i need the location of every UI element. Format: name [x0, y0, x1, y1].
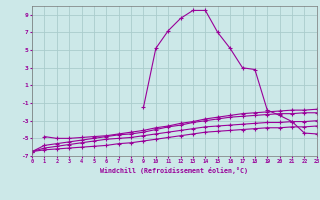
X-axis label: Windchill (Refroidissement éolien,°C): Windchill (Refroidissement éolien,°C): [100, 167, 248, 174]
